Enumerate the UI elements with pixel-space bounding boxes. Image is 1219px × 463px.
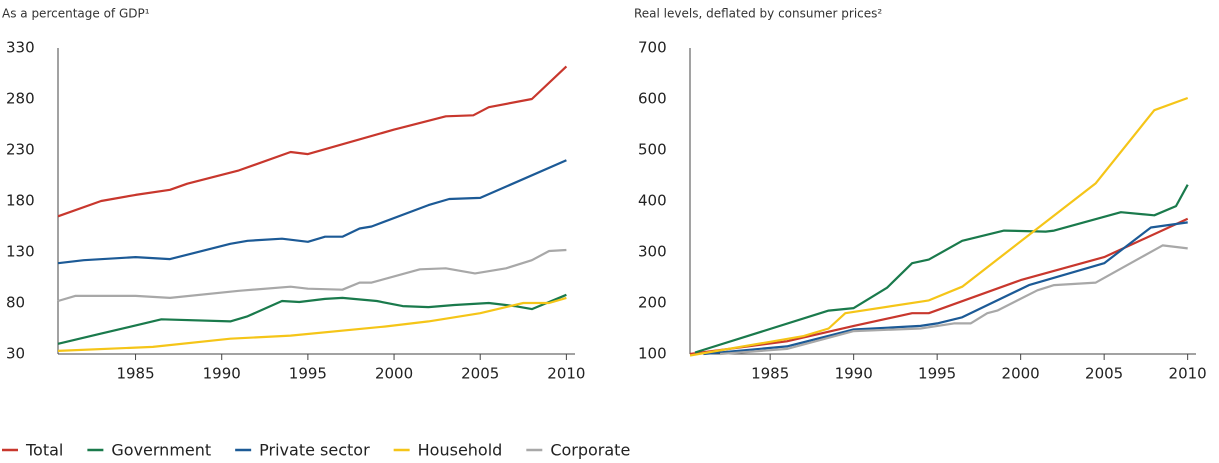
legend-label: Corporate (550, 441, 630, 460)
x-tick-label: 2000 (1002, 365, 1040, 383)
legend-label: Private sector (259, 441, 370, 460)
series-line (57, 65, 568, 218)
y-tick-label: 180 (6, 192, 35, 210)
x-tick-label: 2010 (547, 365, 585, 383)
x-tick-label: 2005 (461, 365, 499, 383)
x-tick-label: 1995 (918, 365, 956, 383)
chart-subtitle: As a percentage of GDP¹ (2, 7, 150, 21)
x-tick-label: 1990 (203, 365, 241, 383)
x-tick-label: 2010 (1169, 365, 1207, 383)
y-tick-label: 30 (6, 345, 25, 363)
x-tick-label: 1985 (116, 365, 154, 383)
series-line (720, 244, 1188, 356)
chart-subtitle: Real levels, deflated by consumer prices… (634, 7, 882, 21)
y-tick-label: 330 (6, 39, 35, 57)
y-tick-label: 280 (6, 90, 35, 108)
y-tick-label: 400 (638, 192, 667, 210)
y-tick-label: 700 (638, 39, 667, 57)
series-line (689, 96, 1189, 357)
series-line (703, 221, 1188, 356)
legend-label: Total (25, 441, 63, 460)
series-line (689, 217, 1189, 356)
series-line (57, 293, 567, 345)
x-tick-label: 2005 (1085, 365, 1123, 383)
legend-label: Household (418, 441, 503, 460)
y-tick-label: 100 (638, 345, 667, 363)
series-line (694, 184, 1189, 354)
y-tick-label: 600 (638, 90, 667, 108)
x-tick-label: 1995 (289, 365, 327, 383)
series-line (57, 159, 567, 265)
series-line (57, 296, 567, 352)
x-tick-label: 1985 (751, 365, 789, 383)
y-tick-label: 80 (6, 294, 25, 312)
legend-label: Government (111, 441, 211, 460)
y-tick-label: 130 (6, 243, 35, 261)
y-tick-label: 230 (6, 141, 35, 159)
y-tick-label: 500 (638, 141, 667, 159)
y-tick-label: 300 (638, 243, 667, 261)
y-tick-label: 200 (638, 294, 667, 312)
x-tick-label: 1990 (835, 365, 873, 383)
series-line (57, 248, 567, 303)
x-tick-label: 2000 (375, 365, 413, 383)
